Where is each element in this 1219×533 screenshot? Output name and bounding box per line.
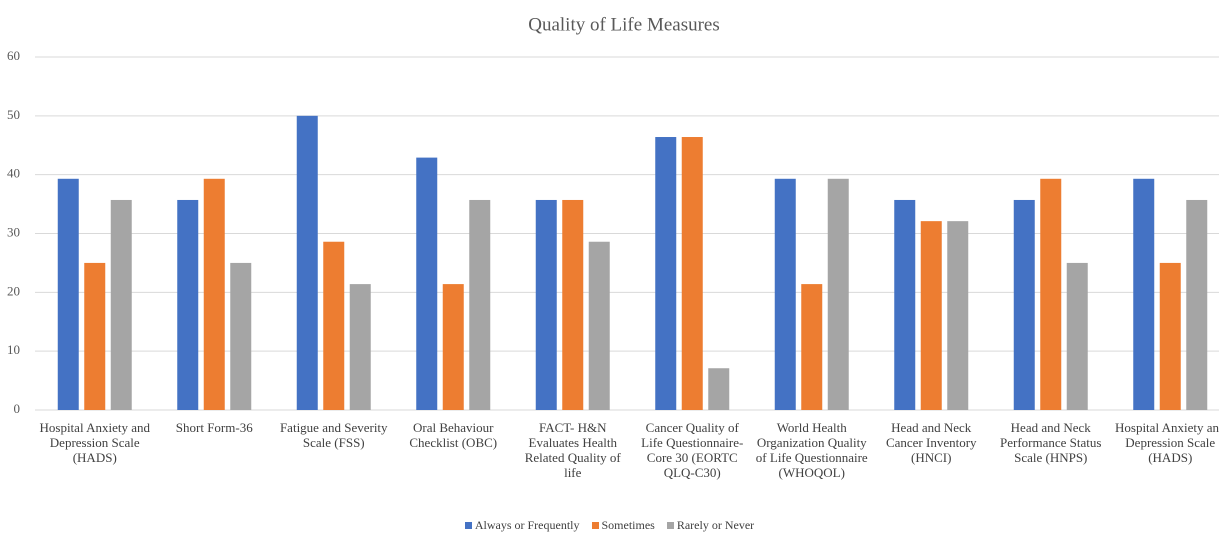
bar (681, 137, 703, 410)
chart-title: Quality of Life Measures (528, 14, 720, 35)
x-tick-label: Oral Behaviour Checklist (OBC) (409, 420, 498, 450)
bar (110, 199, 132, 410)
x-tick-label: Short Form-36 (175, 420, 253, 435)
bar (827, 178, 849, 410)
legend: Always or Frequently Sometimes Rarely or N… (0, 518, 1219, 533)
bar (1013, 199, 1035, 410)
bar (323, 241, 345, 410)
y-tick-label: 10 (7, 342, 20, 357)
bar (177, 199, 199, 410)
x-tick-label: Hospital Anxiety and Depression Scale (H… (1115, 420, 1219, 465)
legend-swatch (666, 522, 674, 529)
y-tick-label: 20 (7, 283, 20, 298)
bar (562, 199, 584, 410)
bar (1040, 178, 1062, 410)
legend-swatch (591, 522, 599, 529)
legend-swatch (464, 522, 472, 529)
x-tick-label: Fatigue and Severity Scale (FSS) (279, 420, 388, 450)
y-tick-label: 40 (7, 166, 20, 181)
x-tick-label: FACT- H&N Evaluates Health Related Quali… (524, 420, 621, 480)
bar (1159, 262, 1181, 410)
bar (1066, 262, 1088, 410)
bar (442, 284, 464, 410)
x-tick-label: World Health Organization Quality of Lif… (755, 420, 868, 480)
x-tick-label: Hospital Anxiety and Depression Scale (H… (39, 420, 151, 465)
bar (947, 221, 969, 410)
y-tick-label: 50 (7, 107, 20, 122)
legend-label: Sometimes (601, 518, 655, 532)
y-tick-label: 30 (7, 224, 20, 239)
bar (469, 199, 491, 410)
legend-item: Rarely or Never (666, 518, 755, 533)
bar (203, 178, 225, 410)
bar (588, 241, 610, 410)
x-tick-label: Cancer Quality of Life Questionnaire- Co… (641, 420, 744, 480)
bar (230, 262, 252, 410)
bar (894, 199, 916, 410)
bar (655, 137, 677, 410)
legend-label: Rarely or Never (676, 518, 755, 532)
x-tick-label: Head and Neck Performance Status Scale (… (1000, 420, 1102, 465)
legend-item: Sometimes (591, 518, 655, 533)
bar (535, 199, 557, 410)
bar (1186, 199, 1208, 410)
bar (57, 178, 79, 410)
bar (84, 262, 106, 410)
bar (296, 115, 318, 410)
bar (920, 221, 942, 410)
x-tick-label: Head and Neck Cancer Inventory (HNCI) (885, 420, 977, 465)
bar (349, 284, 371, 410)
bar (1133, 178, 1155, 410)
bar (774, 178, 796, 410)
y-tick-label: 0 (14, 401, 21, 416)
legend-item: Always or Frequently (464, 518, 580, 533)
y-tick-label: 60 (7, 48, 20, 63)
legend-label: Always or Frequently (474, 518, 580, 532)
bar (416, 157, 438, 410)
bar (708, 368, 730, 410)
bar (801, 284, 823, 410)
